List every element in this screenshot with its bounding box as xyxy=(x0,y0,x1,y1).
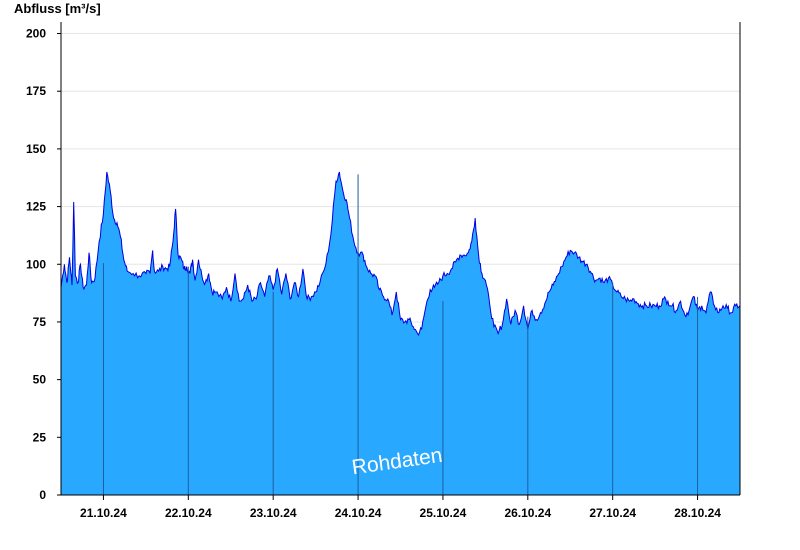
y-ticks: 0 25 50 75 100 125 150 175 200 xyxy=(26,27,61,502)
y-tick-label: 25 xyxy=(33,430,47,444)
y-tick-label: 0 xyxy=(39,488,46,502)
y-tick-label: 200 xyxy=(26,27,46,41)
y-tick-label: 50 xyxy=(33,373,47,387)
y-tick-label: 100 xyxy=(26,257,46,271)
y-tick-label: 75 xyxy=(33,315,47,329)
plot-area xyxy=(60,171,741,495)
x-tick-label: 21.10.24 xyxy=(80,506,127,520)
x-tick-label: 22.10.24 xyxy=(165,506,212,520)
axes xyxy=(60,22,741,496)
discharge-line xyxy=(60,171,741,336)
x-ticks: 21.10.24 22.10.24 23.10.24 24.10.24 25.10.24… xyxy=(80,495,721,520)
y-tick-label: 125 xyxy=(26,200,46,214)
discharge-area xyxy=(61,172,740,495)
y-tick-label: 175 xyxy=(26,84,46,98)
x-tick-label: 25.10.24 xyxy=(420,506,467,520)
y-axis-label: Abfluss [m³/s] xyxy=(14,1,101,16)
x-tick-label: 23.10.24 xyxy=(250,506,297,520)
x-tick-label: 26.10.24 xyxy=(504,506,551,520)
x-tick-label: 24.10.24 xyxy=(335,506,382,520)
day-separators xyxy=(102,174,699,495)
y-tick-label: 150 xyxy=(26,142,46,156)
x-tick-label: 27.10.24 xyxy=(589,506,636,520)
x-tick-label: 28.10.24 xyxy=(674,506,721,520)
